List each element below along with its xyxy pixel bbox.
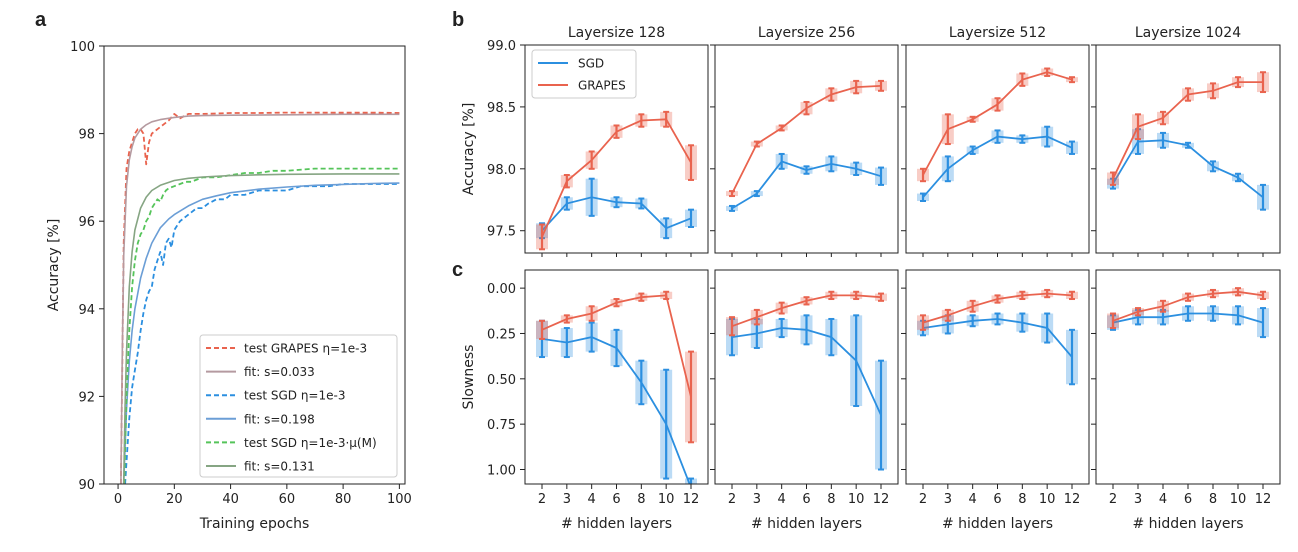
subplot-title: Layersize 128 — [568, 25, 665, 41]
subplot-title: Layersize 256 — [758, 25, 855, 41]
x-tick-label: 8 — [827, 492, 835, 507]
x-tick-label: 3 — [1134, 492, 1142, 507]
panel-letter-c: c — [452, 259, 463, 281]
y-tick-label: 98.0 — [487, 163, 516, 178]
x-tick-label: 40 — [222, 492, 239, 507]
sgd-accuracy-group — [536, 179, 697, 238]
x-tick-label: 80 — [335, 492, 352, 507]
x-tick-label: 4 — [1159, 492, 1167, 507]
x-tick-label: 6 — [612, 492, 620, 507]
x-axis-label: # hidden layers — [561, 516, 672, 532]
y-tick-label: 0.25 — [487, 327, 516, 342]
panel-c-subplot-4: 2 3 4 6 8 10 12 # hidden layers — [1091, 270, 1280, 532]
panel-letter-a: a — [35, 9, 47, 31]
panel-c-subplot-1: 0.00 0.25 0.50 0.75 1.00 2 3 4 6 8 10 12 # hidden la… — [487, 270, 708, 532]
x-tick-label: 2 — [1109, 492, 1117, 507]
legend-label-sgd: SGD — [578, 57, 604, 71]
x-tick-label: 4 — [778, 492, 786, 507]
sgd-accuracy-group — [917, 127, 1078, 201]
legend-label-fit_sgd_mu: fit: s=0.131 — [244, 460, 315, 474]
x-tick-label: 60 — [279, 492, 296, 507]
x-tick-label: 6 — [802, 492, 810, 507]
panel-b-subplot-2: Layersize 256 — [710, 25, 898, 257]
x-tick-label: 8 — [637, 492, 645, 507]
x-tick-label: 6 — [993, 492, 1001, 507]
subplot-frame — [1096, 45, 1280, 253]
sgd-accuracy-group — [726, 154, 887, 211]
panel-a-legend: test GRAPES η=1e-3 fit: s=0.033 test SGD η… — [200, 335, 397, 477]
panel-b-subplot-4: Layersize 1024 — [1091, 25, 1280, 257]
sgd-slowness-group — [1107, 306, 1269, 337]
panel-c-subplot-3: 2 3 4 6 8 10 12 # hidden layers — [901, 270, 1089, 532]
x-tick-label: 4 — [588, 492, 596, 507]
x-tick-label: 6 — [1184, 492, 1192, 507]
x-axis-label: # hidden layers — [1132, 516, 1243, 532]
x-tick-label: 3 — [563, 492, 571, 507]
y-tick-label: 92 — [78, 390, 95, 405]
y-axis-label: Accuracy [%] — [46, 219, 62, 312]
x-tick-label: 10 — [658, 492, 675, 507]
y-tick-label: 94 — [78, 303, 95, 318]
y-tick-label: 1.00 — [487, 463, 516, 478]
legend-label-fit_sgd: fit: s=0.198 — [244, 412, 315, 426]
y-tick-label: 100 — [70, 40, 95, 55]
x-tick-label: 0 — [114, 492, 122, 507]
panel-b-subplot-3: Layersize 512 — [901, 25, 1089, 257]
y-tick-label: 0.00 — [487, 282, 516, 297]
legend-label-grapes: GRAPES — [578, 79, 626, 93]
y-tick-label: 96 — [78, 215, 95, 230]
legend-box — [200, 335, 397, 477]
sgd-slowness-group — [917, 314, 1078, 385]
x-tick-label: 12 — [873, 492, 890, 507]
x-tick-label: 12 — [1064, 492, 1081, 507]
x-tick-label: 12 — [683, 492, 700, 507]
panel-letter-b: b — [452, 9, 464, 31]
y-axis-label-slowness: Slowness — [461, 345, 477, 410]
legend-label-fit_grapes: fit: s=0.033 — [244, 365, 315, 379]
legend-label-test_sgd: test SGD η=1e-3 — [244, 389, 345, 403]
y-tick-label: 98.5 — [487, 101, 516, 116]
y-tick-label: 97.5 — [487, 225, 516, 240]
x-tick-label: 4 — [969, 492, 977, 507]
y-axis-label-accuracy: Accuracy [%] — [461, 103, 477, 196]
legend-label-test_sgd_mu: test SGD η=1e-3·μ(M) — [244, 436, 377, 450]
x-tick-label: 8 — [1209, 492, 1217, 507]
x-axis-label: # hidden layers — [942, 516, 1053, 532]
grapes-accuracy-group — [917, 69, 1078, 182]
grapes-accuracy-group — [1107, 72, 1269, 185]
panel-c-subplot-2: 2 3 4 6 8 10 12 # hidden layers — [710, 270, 898, 532]
y-tick-label: 98 — [78, 128, 95, 143]
sgd-slowness-group — [726, 315, 887, 469]
sgd-slowness-group — [536, 321, 697, 497]
subplot-title: Layersize 512 — [949, 25, 1046, 41]
legend-label-test_grapes: test GRAPES η=1e-3 — [244, 342, 367, 356]
x-tick-label: 12 — [1255, 492, 1272, 507]
y-tick-label: 99.0 — [487, 39, 516, 54]
x-tick-label: 8 — [1018, 492, 1026, 507]
x-tick-label: 3 — [944, 492, 952, 507]
y-tick-label: 90 — [78, 478, 95, 493]
x-tick-label: 10 — [848, 492, 865, 507]
x-tick-label: 2 — [919, 492, 927, 507]
panel-b-legend: SGD GRAPES — [532, 50, 636, 98]
x-tick-label: 10 — [1039, 492, 1056, 507]
panel-bc-layersize-grid: Layersize 128 97.5 98.0 98.5 99.0 0.00 0.25 0.5… — [461, 25, 1280, 532]
grapes-accuracy-group — [536, 112, 697, 249]
subplot-title: Layersize 1024 — [1135, 25, 1241, 41]
x-axis-label: # hidden layers — [751, 516, 862, 532]
y-tick-label: 0.50 — [487, 373, 516, 388]
x-tick-label: 2 — [538, 492, 546, 507]
subplot-frame — [715, 45, 898, 253]
x-tick-label: 100 — [387, 492, 412, 507]
x-tick-label: 3 — [753, 492, 761, 507]
x-tick-label: 10 — [1230, 492, 1247, 507]
x-tick-label: 20 — [166, 492, 183, 507]
x-tick-label: 2 — [728, 492, 736, 507]
y-tick-label: 0.75 — [487, 418, 516, 433]
grapes-accuracy-group — [726, 81, 887, 196]
x-axis-label: Training epochs — [199, 516, 310, 532]
panel-a-accuracy-vs-epochs: 0 20 40 60 80 100 90 92 94 96 98 100 Training epochs… — [46, 40, 412, 532]
subplot-frame — [1096, 270, 1280, 484]
